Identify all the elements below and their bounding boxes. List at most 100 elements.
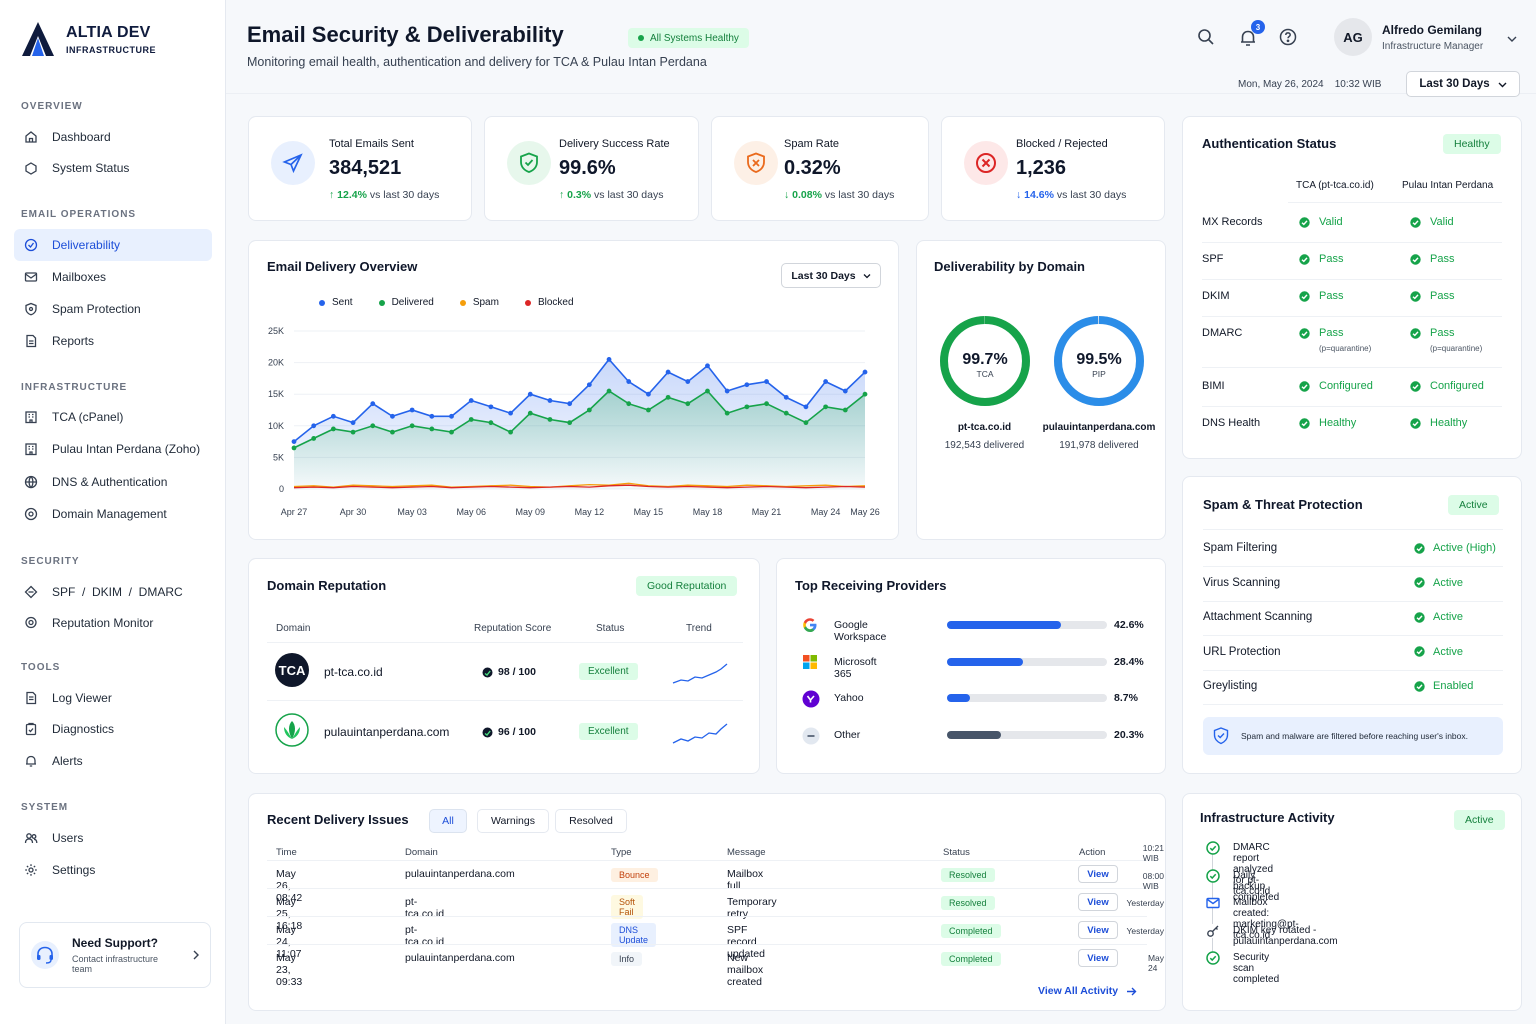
avatar[interactable]: AG bbox=[1334, 18, 1372, 56]
sidebar-item-diagnostics[interactable]: Diagnostics bbox=[14, 713, 212, 745]
sidebar-item-tca-cpanel[interactable]: TCA (cPanel) bbox=[14, 401, 212, 433]
auth-row-label: DKIM bbox=[1202, 290, 1230, 302]
headset-icon bbox=[31, 941, 59, 969]
sidebar-item-dns-auth[interactable]: DNS & Authentication bbox=[14, 466, 212, 498]
data-point bbox=[586, 382, 592, 388]
current-date: Mon, May 26, 2024 bbox=[1238, 79, 1324, 90]
view-button[interactable]: View bbox=[1078, 865, 1118, 883]
x-tick-label: May 03 bbox=[397, 507, 427, 517]
bell-icon[interactable] bbox=[1239, 28, 1257, 48]
x-tick-label: May 12 bbox=[575, 507, 605, 517]
nav-section-overview: OVERVIEW bbox=[21, 101, 83, 112]
auth-status-text: Healthy bbox=[1430, 417, 1468, 429]
donut-arc bbox=[1054, 316, 1144, 406]
user-role: Infrastructure Manager bbox=[1382, 41, 1484, 52]
sidebar-item-label: System Status bbox=[52, 161, 130, 175]
top-providers-card: Top Receiving Providers Google Workspace… bbox=[776, 558, 1166, 774]
activity-icon bbox=[1206, 951, 1220, 968]
infrastructure-activity-card: Infrastructure Activity Active DMARC rep… bbox=[1127, 793, 1522, 1011]
spam-row-status: Active (High) bbox=[1414, 542, 1496, 554]
search-icon[interactable] bbox=[1197, 28, 1215, 46]
activity-badge: Active bbox=[1454, 810, 1505, 830]
support-card[interactable]: Need Support? Contact infrastructure tea… bbox=[19, 922, 211, 988]
divider bbox=[267, 944, 1147, 945]
chevron-down-icon[interactable] bbox=[1507, 35, 1517, 43]
data-point bbox=[449, 413, 454, 419]
pulse-icon bbox=[25, 162, 37, 175]
provider-name: Yahoo bbox=[834, 692, 864, 704]
donut-label: PIP bbox=[1092, 369, 1106, 379]
sidebar-item-system-status[interactable]: System Status bbox=[14, 152, 212, 184]
tab-resolved[interactable]: Resolved bbox=[555, 809, 627, 833]
auth-status-text: Healthy bbox=[1319, 417, 1357, 429]
view-button[interactable]: View bbox=[1078, 949, 1118, 967]
score-value: 96 / 100 bbox=[498, 726, 536, 738]
shield-x-icon bbox=[734, 141, 778, 185]
nav-section-security: SECURITY bbox=[21, 556, 80, 567]
tab-warnings[interactable]: Warnings bbox=[477, 809, 549, 833]
sidebar-item-settings[interactable]: Settings bbox=[14, 854, 212, 886]
view-button[interactable]: View bbox=[1078, 921, 1118, 939]
sidebar-item-reputation-monitor[interactable]: Reputation Monitor bbox=[14, 607, 212, 639]
current-time: 10:32 WIB bbox=[1334, 79, 1382, 90]
delivery-line-chart: 0 5K 10K 15K 20K 25K Apr 27 Apr 30 May 03 May 06 M… bbox=[268, 326, 880, 517]
sidebar-item-spam-protection[interactable]: Spam Protection bbox=[14, 293, 212, 325]
globe-icon bbox=[24, 507, 38, 521]
date-range-label: Last 30 Days bbox=[1419, 78, 1490, 90]
data-point bbox=[330, 413, 336, 419]
provider-name: Other bbox=[834, 729, 861, 741]
shield-icon bbox=[25, 302, 37, 316]
sidebar-item-label: Settings bbox=[52, 863, 96, 877]
y-tick-label: 25K bbox=[268, 326, 284, 336]
user-name[interactable]: Alfredo Gemilang bbox=[1382, 23, 1483, 37]
spam-row-status: Active bbox=[1414, 611, 1463, 623]
check-circle-icon bbox=[1410, 417, 1421, 429]
key-icon bbox=[1206, 923, 1220, 938]
legend-label: Spam bbox=[472, 297, 499, 308]
stat-change-suffix: vs last 30 days bbox=[824, 189, 895, 201]
chart-range-select[interactable]: Last 30 Days bbox=[781, 263, 881, 288]
sidebar-item-reports[interactable]: Reports bbox=[14, 325, 212, 357]
sidebar-item-log-viewer[interactable]: Log Viewer bbox=[14, 682, 212, 714]
sidebar-item-mailboxes[interactable]: Mailboxes bbox=[14, 261, 212, 293]
legend-swatch bbox=[459, 299, 466, 306]
provider-bar-fill bbox=[947, 694, 971, 702]
view-all-activity-link[interactable]: View All Activity bbox=[1038, 985, 1137, 997]
data-point bbox=[783, 410, 789, 416]
header-divider bbox=[226, 93, 1536, 94]
auth-note: (p=quarantine) bbox=[1430, 344, 1483, 353]
data-point bbox=[606, 357, 612, 362]
auth-status-text: Pass bbox=[1430, 253, 1455, 265]
provider-bar-track bbox=[947, 694, 1107, 702]
spam-row-label: URL Protection bbox=[1203, 645, 1281, 658]
brand-logo[interactable]: ALTIA DEV INFRASTRUCTURE bbox=[20, 20, 156, 58]
view-button[interactable]: View bbox=[1078, 893, 1118, 911]
sidebar-item-label: Reports bbox=[52, 334, 95, 348]
data-point bbox=[823, 379, 829, 384]
sidebar-item-alerts[interactable]: Alerts bbox=[14, 745, 212, 777]
sidebar-item-dashboard[interactable]: Dashboard bbox=[14, 121, 212, 153]
sidebar-item-label: Alerts bbox=[52, 754, 83, 768]
sidebar-item-deliverability[interactable]: Deliverability bbox=[14, 229, 212, 261]
stat-value: 99.6% bbox=[559, 157, 616, 179]
mail-icon bbox=[1206, 897, 1220, 909]
date-range-select[interactable]: Last 30 Days bbox=[1406, 71, 1520, 97]
data-point bbox=[803, 420, 809, 426]
help-icon[interactable] bbox=[1279, 28, 1297, 46]
check-circle-icon bbox=[1414, 611, 1425, 623]
sidebar-item-domain-management[interactable]: Domain Management bbox=[14, 498, 212, 530]
data-point bbox=[764, 401, 769, 407]
activity-time: Yesterday bbox=[1126, 925, 1165, 936]
sidebar-item-pip-zoho[interactable]: Pulau Intan Perdana (Zoho) bbox=[14, 433, 212, 465]
reputation-score: 98 / 100 bbox=[482, 666, 536, 678]
spam-status-text: Enabled bbox=[1433, 680, 1474, 692]
sidebar-item-users[interactable]: Users bbox=[14, 822, 212, 854]
reputation-score: 96 / 100 bbox=[482, 726, 536, 738]
sidebar-item-spf-dkim-dmarc[interactable]: SPF / DKIM / DMARC bbox=[14, 576, 212, 608]
divider bbox=[1203, 635, 1503, 636]
tab-all[interactable]: All bbox=[429, 809, 467, 833]
issue-time: May 25, 16:18 bbox=[276, 896, 303, 932]
spam-row-label: Virus Scanning bbox=[1203, 576, 1281, 589]
chart-range-label: Last 30 Days bbox=[791, 269, 856, 282]
status-dot bbox=[638, 35, 644, 41]
